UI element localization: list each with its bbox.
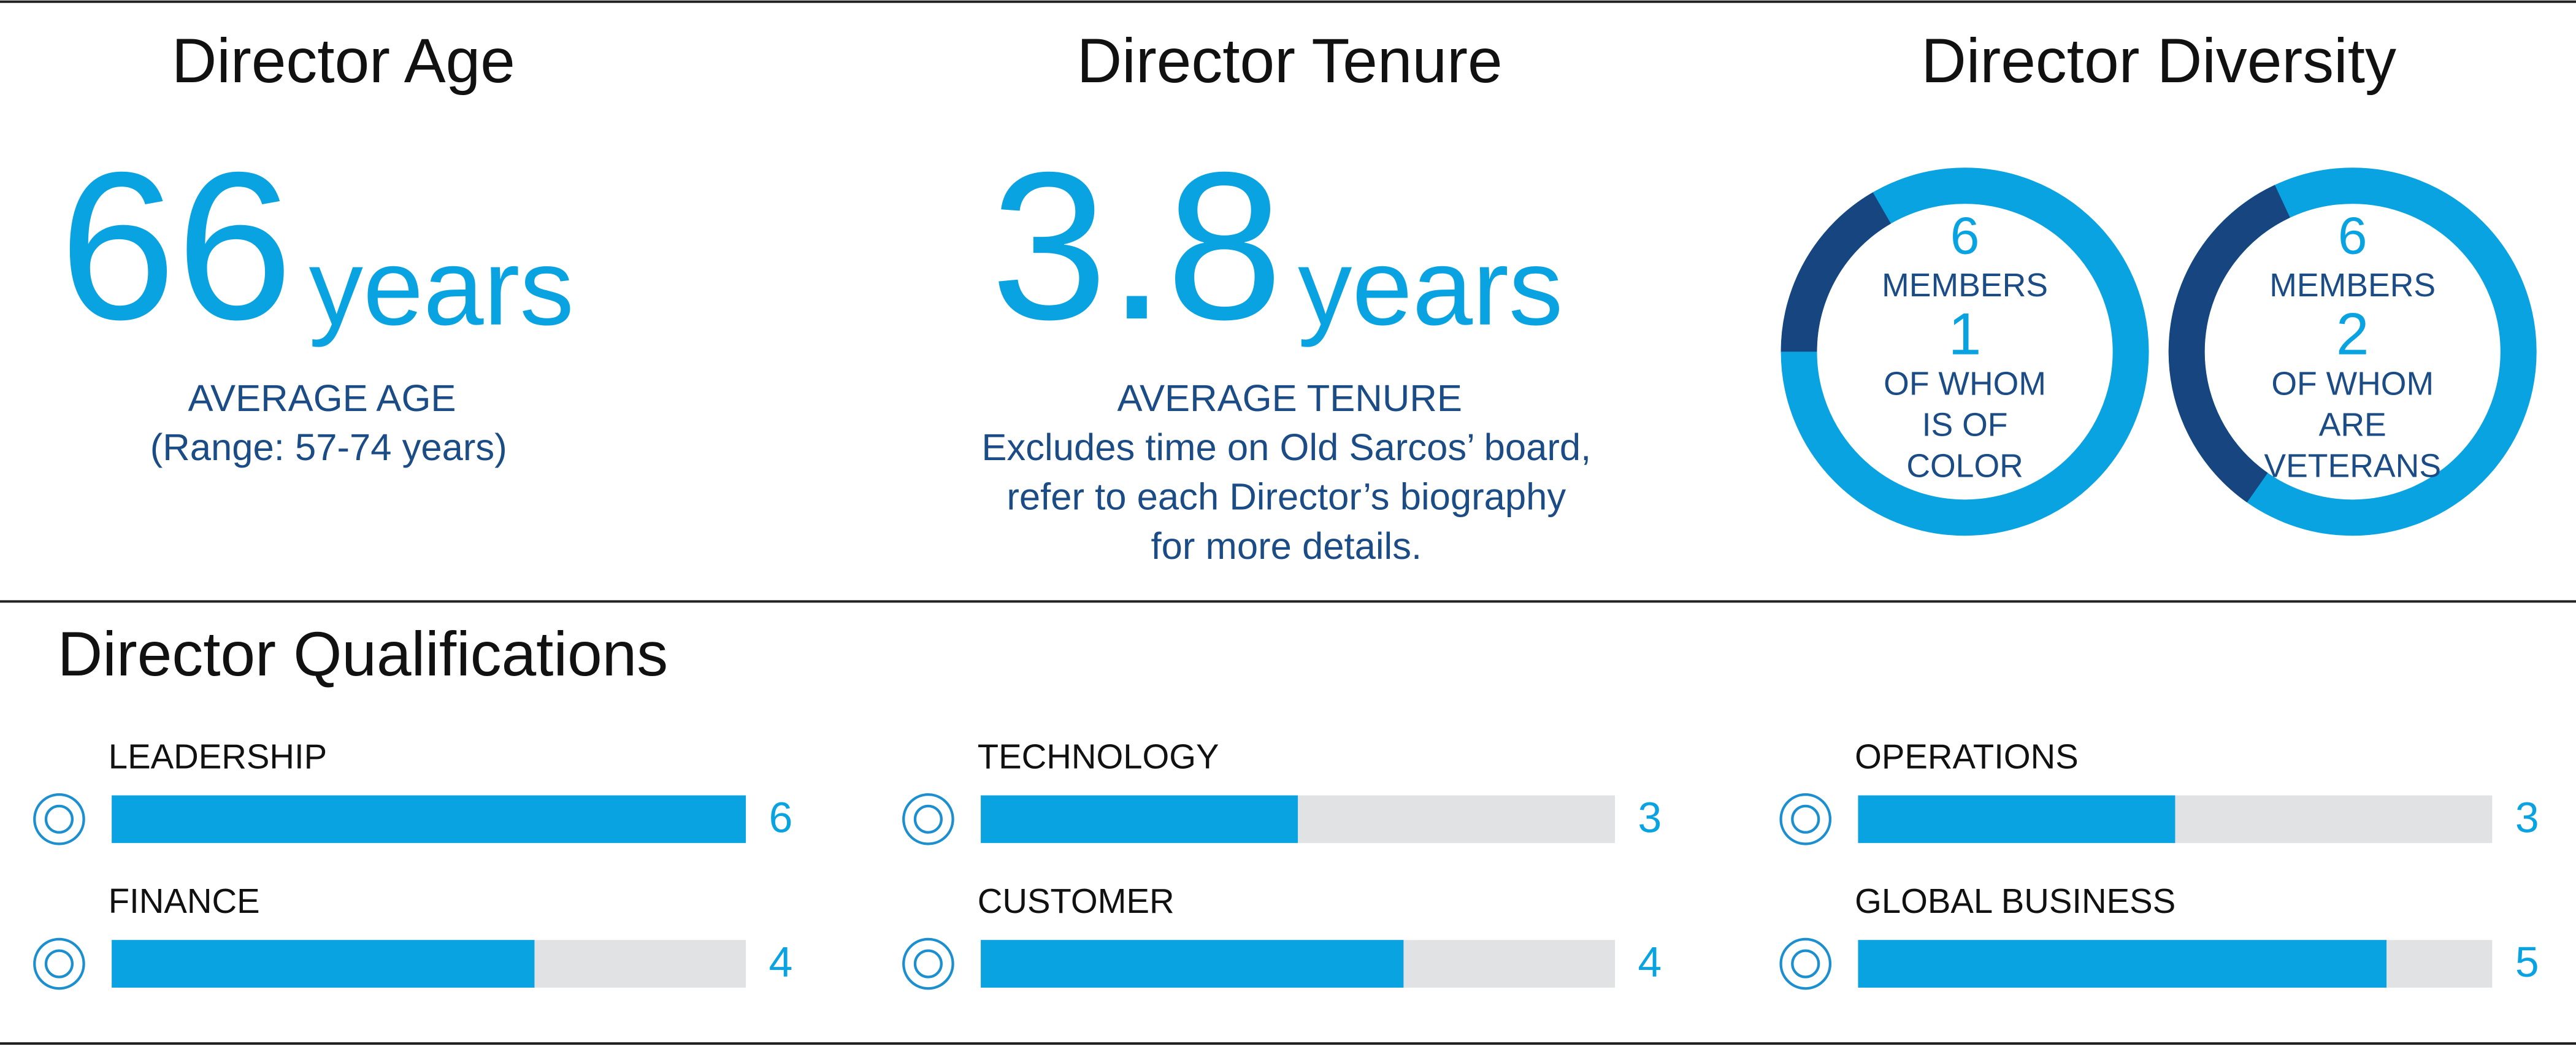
- donut-total: 6: [2338, 207, 2367, 266]
- diversity-title: Director Diversity: [1921, 26, 2396, 96]
- donut-count-label: ARE: [2319, 407, 2386, 444]
- bar: [1858, 795, 2175, 844]
- qualification-value: 6: [769, 793, 793, 841]
- bar: [981, 795, 1298, 844]
- icon: [1779, 937, 1832, 990]
- icon: [913, 804, 943, 834]
- icon: [1791, 949, 1820, 979]
- qualification-value: 5: [2515, 938, 2539, 986]
- icon: [33, 793, 85, 845]
- bar: [112, 940, 535, 988]
- donut-total: 6: [1950, 207, 1980, 266]
- tenure-label: AVERAGE TENURE: [1117, 377, 1462, 420]
- qualification-label: OPERATIONS: [1855, 737, 2079, 775]
- qualification-value: 3: [1638, 793, 1662, 841]
- icon: [1779, 793, 1832, 845]
- tenure-note: for more details.: [1151, 525, 1422, 567]
- qualification-value: 3: [2515, 793, 2539, 841]
- donut-count: 1: [1949, 301, 1982, 367]
- qualification-value: 4: [1638, 938, 1662, 986]
- qualification-label: LEADERSHIP: [109, 737, 327, 775]
- donut-count-label: OF WHOM: [2271, 366, 2434, 402]
- qualification-label: GLOBAL BUSINESS: [1855, 882, 2175, 920]
- qualification-label: FINANCE: [109, 882, 260, 920]
- qualifications-title: Director Qualifications: [58, 619, 668, 689]
- age-value: 66: [59, 128, 293, 363]
- qualification-label: CUSTOMER: [978, 882, 1175, 920]
- icon: [902, 937, 954, 990]
- donut-count-label: COLOR: [1906, 448, 2023, 485]
- donut-count-label: IS OF: [1922, 407, 2008, 444]
- qualification-label: TECHNOLOGY: [978, 737, 1219, 775]
- tenure-note: refer to each Director’s biography: [1006, 476, 1566, 518]
- icon: [1791, 804, 1820, 834]
- age-title: Director Age: [172, 26, 515, 96]
- tenure-value: 3.8: [991, 128, 1283, 363]
- bar: [112, 795, 746, 844]
- donut-count-label: OF WHOM: [1884, 366, 2046, 402]
- donut-segment: [1781, 192, 1892, 352]
- icon: [33, 937, 85, 990]
- bar: [981, 940, 1404, 988]
- tenure-note: Excludes time on Old Sarcos’ board,: [981, 426, 1591, 469]
- age-label: AVERAGE AGE: [188, 377, 456, 420]
- age-unit: years: [309, 227, 574, 348]
- icon: [44, 949, 74, 979]
- tenure-title: Director Tenure: [1077, 26, 1503, 96]
- donut-count-label: VETERANS: [2264, 448, 2441, 485]
- qualification-value: 4: [769, 938, 793, 986]
- donut-total-label: MEMBERS: [2269, 267, 2436, 304]
- icon: [902, 793, 954, 845]
- donut-total-label: MEMBERS: [1882, 267, 2048, 304]
- age-note: (Range: 57-74 years): [150, 426, 507, 469]
- icon: [913, 949, 943, 979]
- donut-segment: [2168, 185, 2291, 502]
- bar: [1858, 940, 2387, 988]
- donut-count: 2: [2336, 301, 2369, 367]
- tenure-unit: years: [1298, 227, 1563, 348]
- icon: [44, 804, 74, 834]
